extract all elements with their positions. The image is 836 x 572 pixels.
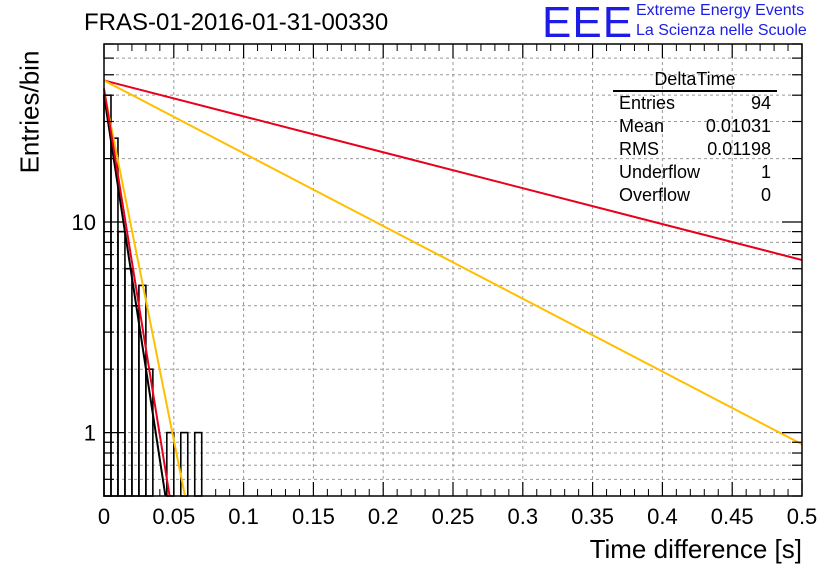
histogram-bar [117,230,126,497]
stats-row: RMS 0.01198 [613,138,777,161]
fit-curve [103,79,803,261]
fit-curve [103,95,167,497]
y-axis-label: Entries/bin [14,50,45,174]
x-tick-label: 0.25 [432,504,475,529]
x-tick-label: 0.1 [228,504,259,529]
x-tick-label: 0.4 [647,504,678,529]
x-tick-label: 0.15 [292,504,335,529]
stats-label: Underflow [619,162,701,182]
fit-curve [103,90,186,497]
grid-lines [104,44,802,496]
stats-row: Overflow 0 [613,184,777,207]
y-tick-label: 1 [84,421,96,446]
histogram [103,94,203,497]
histogram-bar [131,304,140,497]
x-tick-label: 0.2 [368,504,399,529]
stats-title: DeltaTime [613,68,777,92]
stats-row: Underflow 1 [613,161,777,184]
x-tick-label: 0 [98,504,110,529]
x-tick-label: 0.45 [711,504,754,529]
x-axis-label: Time difference [s] [589,534,802,564]
stats-label: Mean [619,116,665,136]
eee-logo: EEE [542,0,634,47]
y-tick-label: 10 [72,210,96,235]
histogram-bar [103,94,112,497]
chart-title: FRAS-01-2016-01-31-00330 [84,9,389,36]
stats-row: Entries 94 [613,92,777,115]
stats-value: 0.01198 [707,139,771,159]
histogram-bar [124,267,133,497]
stats-value: 94 [750,93,771,113]
x-tick-label: 0.3 [508,504,539,529]
stats-label: Overflow [619,185,691,205]
stats-box: DeltaTime Entries 94 Mean 0.01031 RMS 0.… [613,68,777,207]
stats-value: 1 [760,162,771,182]
stats-value: 0.01031 [705,116,771,136]
x-tick-label: 0.35 [571,504,614,529]
fit-curves [103,79,803,497]
logo-line-1: Extreme Energy Events [636,2,805,19]
x-tick-label: 0.05 [152,504,195,529]
fit-curve [103,88,171,497]
stats-label: RMS [619,139,659,159]
stats-row: Mean 0.01031 [613,115,777,138]
stats-label: Entries [619,93,676,113]
logo-line-2: La Scienza nelle Scuole [636,22,807,39]
stats-value: 0 [760,185,771,205]
x-tick-label: 0.5 [787,504,818,529]
fit-curve [103,79,803,446]
